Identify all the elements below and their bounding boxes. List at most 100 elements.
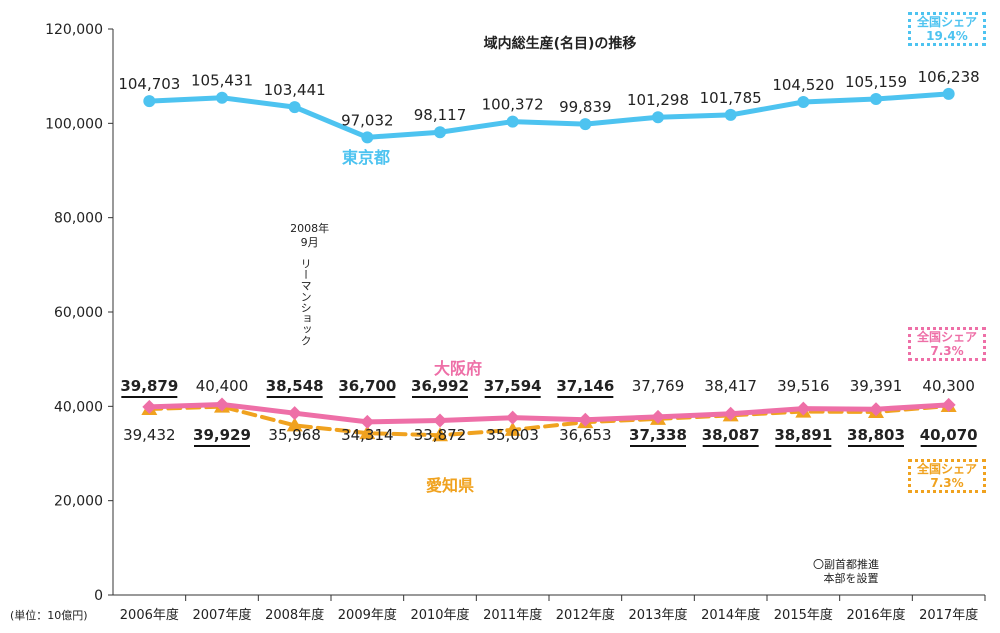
data-label-upper: 38,548 bbox=[266, 377, 324, 395]
share-value: 19.4% bbox=[926, 29, 968, 43]
x-tick-label: 2015年度 bbox=[774, 607, 833, 623]
marker-point bbox=[143, 95, 156, 108]
marker-point bbox=[941, 397, 956, 412]
x-tick-label: 2014年度 bbox=[701, 607, 760, 623]
data-label-upper: 39,879 bbox=[120, 377, 178, 395]
x-tick-label: 2012年度 bbox=[556, 607, 615, 623]
y-tick-label: 80,000 bbox=[54, 211, 103, 227]
marker-point bbox=[796, 401, 811, 416]
series-name-tokyo: 東京都 bbox=[342, 148, 390, 167]
data-label-lower: 40,070 bbox=[920, 426, 978, 444]
x-tick-label: 2010年度 bbox=[410, 607, 469, 623]
annotation-vice-governor-2: 本部を設置 bbox=[824, 571, 879, 585]
data-label-tokyo: 100,372 bbox=[482, 96, 544, 114]
y-tick-label: 100,000 bbox=[45, 116, 103, 132]
marker-point bbox=[870, 93, 882, 106]
x-tick-label: 2008年度 bbox=[265, 607, 324, 623]
x-tick-label: 2009年度 bbox=[338, 607, 397, 623]
share-label: 全国シェア bbox=[916, 15, 977, 29]
marker-point bbox=[434, 126, 446, 139]
data-label-lower: 37,338 bbox=[629, 426, 687, 444]
data-label-tokyo: 106,238 bbox=[918, 68, 980, 86]
data-label-lower: 38,803 bbox=[847, 426, 905, 444]
marker-point bbox=[216, 91, 228, 104]
marker-point bbox=[504, 421, 521, 436]
data-label-lower: 35,003 bbox=[486, 426, 539, 444]
y-tick-label: 60,000 bbox=[54, 305, 103, 321]
marker-point bbox=[869, 402, 883, 417]
annotation-lehman-text: リーマンショック bbox=[299, 258, 312, 346]
data-label-upper: 36,992 bbox=[411, 377, 469, 395]
data-label-tokyo: 101,785 bbox=[700, 89, 762, 107]
x-tick-label: 2017年度 bbox=[919, 607, 978, 623]
marker-point bbox=[942, 87, 955, 100]
data-label-tokyo: 99,839 bbox=[559, 98, 612, 116]
marker-point bbox=[286, 417, 303, 432]
data-labels: 104,703 105,431 103,441 97,032 98,117 100,372… bbox=[118, 68, 980, 447]
chart-title: 域内総生産(名目)の推移 bbox=[484, 35, 637, 52]
marker-point bbox=[432, 427, 448, 442]
marker-point bbox=[142, 399, 157, 414]
data-label-tokyo: 105,159 bbox=[845, 73, 907, 91]
data-label-tokyo: 104,520 bbox=[772, 76, 834, 94]
marker-point bbox=[505, 410, 520, 425]
unit-label: (単位：10億円) bbox=[10, 608, 88, 622]
annotation-lehman-month: 9月 bbox=[301, 236, 319, 249]
y-tick-label: 120,000 bbox=[45, 22, 103, 38]
axes: 0 20,000 40,000 60,000 80,000 100,000 120,000 2… bbox=[45, 22, 986, 623]
marker-point bbox=[506, 115, 519, 128]
data-label-lower: 38,087 bbox=[702, 426, 760, 444]
data-label-lower: 35,968 bbox=[268, 426, 321, 444]
series-line-1 bbox=[146, 401, 952, 425]
data-label-upper: 37,146 bbox=[556, 377, 614, 395]
y-tick-label: 0 bbox=[94, 588, 103, 604]
y-tick-label: 40,000 bbox=[54, 399, 103, 415]
data-label-lower: 38,891 bbox=[774, 426, 832, 444]
marker-point bbox=[651, 409, 665, 424]
data-label-upper: 40,300 bbox=[922, 377, 975, 395]
share-label: 全国シェア bbox=[916, 462, 977, 476]
marker-point bbox=[652, 111, 664, 124]
share-value: 7.3% bbox=[930, 476, 964, 490]
x-tick-label: 2007年度 bbox=[192, 607, 251, 623]
data-label-upper: 40,400 bbox=[196, 377, 249, 395]
data-label-upper: 38,417 bbox=[704, 377, 757, 395]
data-label-tokyo: 101,298 bbox=[627, 91, 689, 109]
data-label-upper: 37,594 bbox=[484, 377, 542, 395]
data-label-upper: 39,391 bbox=[850, 377, 903, 395]
marker-point bbox=[287, 406, 302, 421]
share-box-aichi: 全国シェア 7.3% bbox=[908, 459, 986, 493]
share-label: 全国シェア bbox=[916, 330, 977, 344]
data-label-upper: 36,700 bbox=[338, 377, 396, 395]
x-tick-label: 2011年度 bbox=[483, 607, 542, 623]
marker-point bbox=[361, 131, 374, 144]
x-tick-label: 2016年度 bbox=[846, 607, 905, 623]
marker-point bbox=[433, 413, 447, 428]
marker-point bbox=[578, 412, 593, 427]
series-line-0 bbox=[146, 91, 952, 140]
marker-point bbox=[579, 118, 592, 131]
x-tick-label: 2013年度 bbox=[628, 607, 687, 623]
data-label-upper: 37,769 bbox=[632, 377, 685, 395]
data-label-tokyo: 98,117 bbox=[414, 106, 467, 124]
series-name-aichi: 愛知県 bbox=[426, 476, 474, 495]
data-label-tokyo: 104,703 bbox=[118, 75, 180, 93]
data-label-tokyo: 105,431 bbox=[191, 72, 253, 90]
marker-point bbox=[288, 101, 301, 114]
series-line-2 bbox=[147, 404, 951, 438]
data-label-lower: 39,929 bbox=[193, 426, 251, 444]
data-label-lower: 33,872 bbox=[414, 426, 467, 444]
marker-point bbox=[724, 108, 737, 121]
share-box-tokyo: 全国シェア 19.4% bbox=[908, 12, 986, 46]
x-tick-label: 2006年度 bbox=[120, 607, 179, 623]
marker-point bbox=[723, 406, 738, 421]
annotation-vice-governor-1: 〇副首都推進 bbox=[813, 557, 879, 571]
share-box-osaka: 全国シェア 7.3% bbox=[908, 327, 986, 361]
data-label-lower: 36,653 bbox=[559, 426, 612, 444]
data-label-lower: 34,314 bbox=[341, 426, 394, 444]
marker-point bbox=[360, 414, 375, 429]
share-value: 7.3% bbox=[930, 344, 964, 358]
